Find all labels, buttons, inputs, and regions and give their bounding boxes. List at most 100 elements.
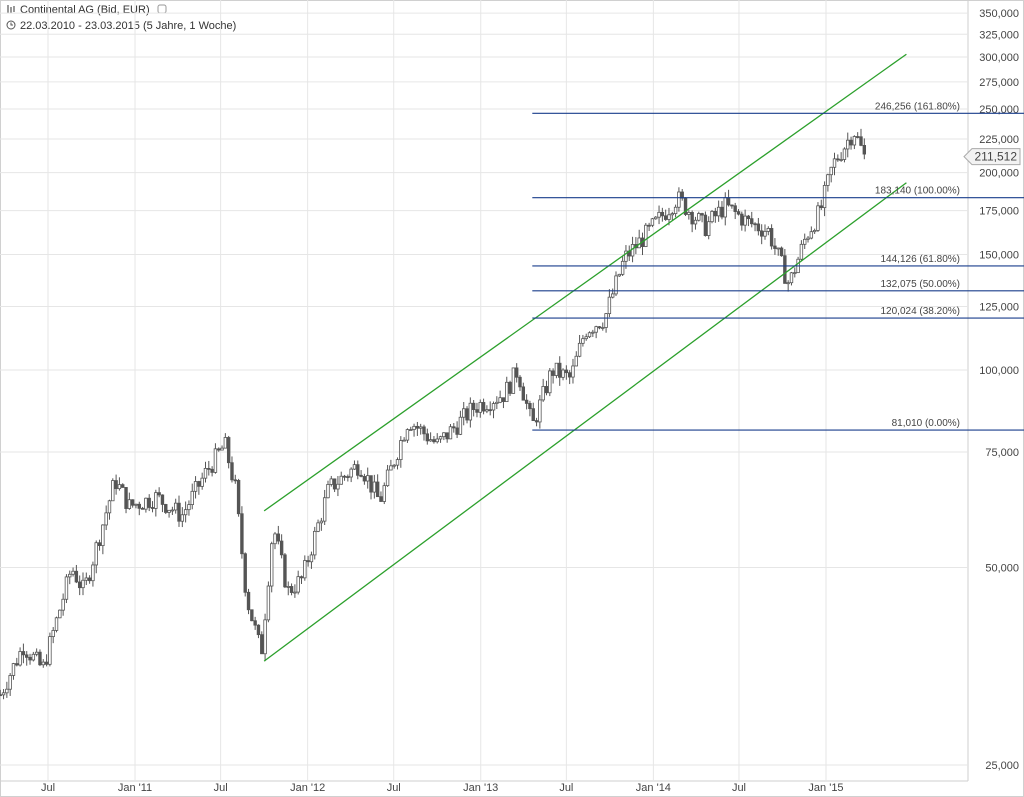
candle-body (71, 570, 75, 575)
candle-body (134, 503, 138, 506)
candle-body (28, 656, 32, 661)
candle-body (190, 490, 194, 505)
candle-body (750, 218, 754, 225)
candle-body (97, 542, 102, 547)
candle-body (793, 272, 797, 275)
candle-body (250, 609, 254, 622)
candle-body (164, 504, 168, 513)
candle-body (84, 577, 89, 581)
candle-body (137, 503, 141, 509)
candle-body (366, 475, 370, 482)
candle-body (296, 576, 300, 593)
candle-body (478, 402, 482, 413)
candle-body (233, 479, 237, 482)
candle-body (521, 386, 526, 401)
y-tick-label: 150,000 (979, 250, 1019, 262)
candle-body (730, 204, 734, 207)
candle-body (68, 573, 72, 578)
candle-body (140, 507, 145, 510)
candle-body (31, 653, 36, 661)
candle-body (832, 158, 837, 168)
candle-body (581, 338, 585, 344)
candle-body (409, 429, 413, 431)
candle-body (498, 397, 502, 403)
candle-body (713, 210, 718, 217)
candle-body (15, 663, 19, 666)
candle-body (707, 221, 711, 237)
candle-body (309, 554, 314, 563)
candle-body (313, 530, 317, 556)
candle-body (809, 231, 814, 239)
y-tick-label: 100,000 (979, 365, 1019, 377)
candle-body (789, 272, 794, 284)
y-tick-label: 250,000 (979, 104, 1019, 116)
candle-body (663, 215, 668, 220)
candle-body (207, 467, 211, 470)
candle-body (74, 570, 79, 583)
candle-body (418, 426, 423, 429)
candle-body (647, 224, 651, 227)
clock-icon[interactable] (6, 20, 16, 30)
candle-body (501, 397, 506, 403)
fibonacci-level-label: 183,140 (100.00%) (875, 186, 960, 197)
candle-body (783, 255, 787, 284)
candle-body (336, 483, 340, 490)
candle-body (551, 370, 555, 376)
candle-body (203, 467, 208, 479)
candle-body (91, 564, 95, 582)
candle-body (8, 675, 12, 690)
candle-body (77, 581, 82, 589)
x-tick-label: Jul (387, 782, 401, 794)
candle-body (405, 429, 410, 441)
candle-body (329, 478, 333, 485)
candle-body (574, 355, 578, 367)
candle-body (48, 636, 52, 665)
candle-body (150, 507, 155, 509)
candle-body (677, 191, 681, 208)
candle-body (5, 688, 9, 694)
candle-body (306, 560, 310, 563)
candle-body (432, 439, 436, 443)
candle-body (571, 365, 575, 378)
candle-body (51, 630, 55, 637)
y-tick-label: 225,000 (979, 134, 1019, 146)
candle-body (359, 474, 363, 477)
candle-body (213, 448, 218, 473)
candle-body (577, 342, 582, 357)
candle-body (687, 212, 691, 215)
x-tick-label: Jan '14 (636, 782, 671, 794)
candle-body (210, 468, 214, 473)
candle-body (266, 585, 271, 621)
channel-line-upper[interactable] (263, 53, 907, 512)
candle-body (819, 205, 823, 209)
candle-body (471, 402, 476, 411)
candle-body (786, 282, 790, 285)
candle-body (389, 465, 393, 471)
x-tick-label: Jul (41, 782, 55, 794)
candle-body (650, 218, 655, 226)
candle-body (829, 166, 833, 176)
candle-body (716, 206, 721, 217)
last-price-marker (963, 148, 1021, 166)
candle-body (154, 492, 158, 509)
chart-type-icon[interactable] (6, 4, 16, 14)
candle-body (34, 651, 39, 655)
candle-body (812, 230, 817, 233)
y-tick-label: 125,000 (979, 301, 1019, 313)
candle-body (594, 326, 598, 333)
candle-body (528, 403, 532, 410)
candle-body (541, 386, 545, 401)
channel-line-lower[interactable] (263, 182, 907, 662)
candle-body (538, 399, 542, 423)
fibonacci-level-label: 132,075 (50.00%) (880, 279, 960, 290)
candle-body (773, 245, 777, 249)
candle-body (240, 513, 244, 555)
candle-body (849, 139, 853, 146)
candle-body (223, 437, 228, 449)
candle-body (710, 210, 714, 223)
candle-body (147, 497, 151, 508)
candle-body (518, 376, 522, 388)
candle-body (448, 426, 453, 440)
candle-body (561, 369, 565, 378)
